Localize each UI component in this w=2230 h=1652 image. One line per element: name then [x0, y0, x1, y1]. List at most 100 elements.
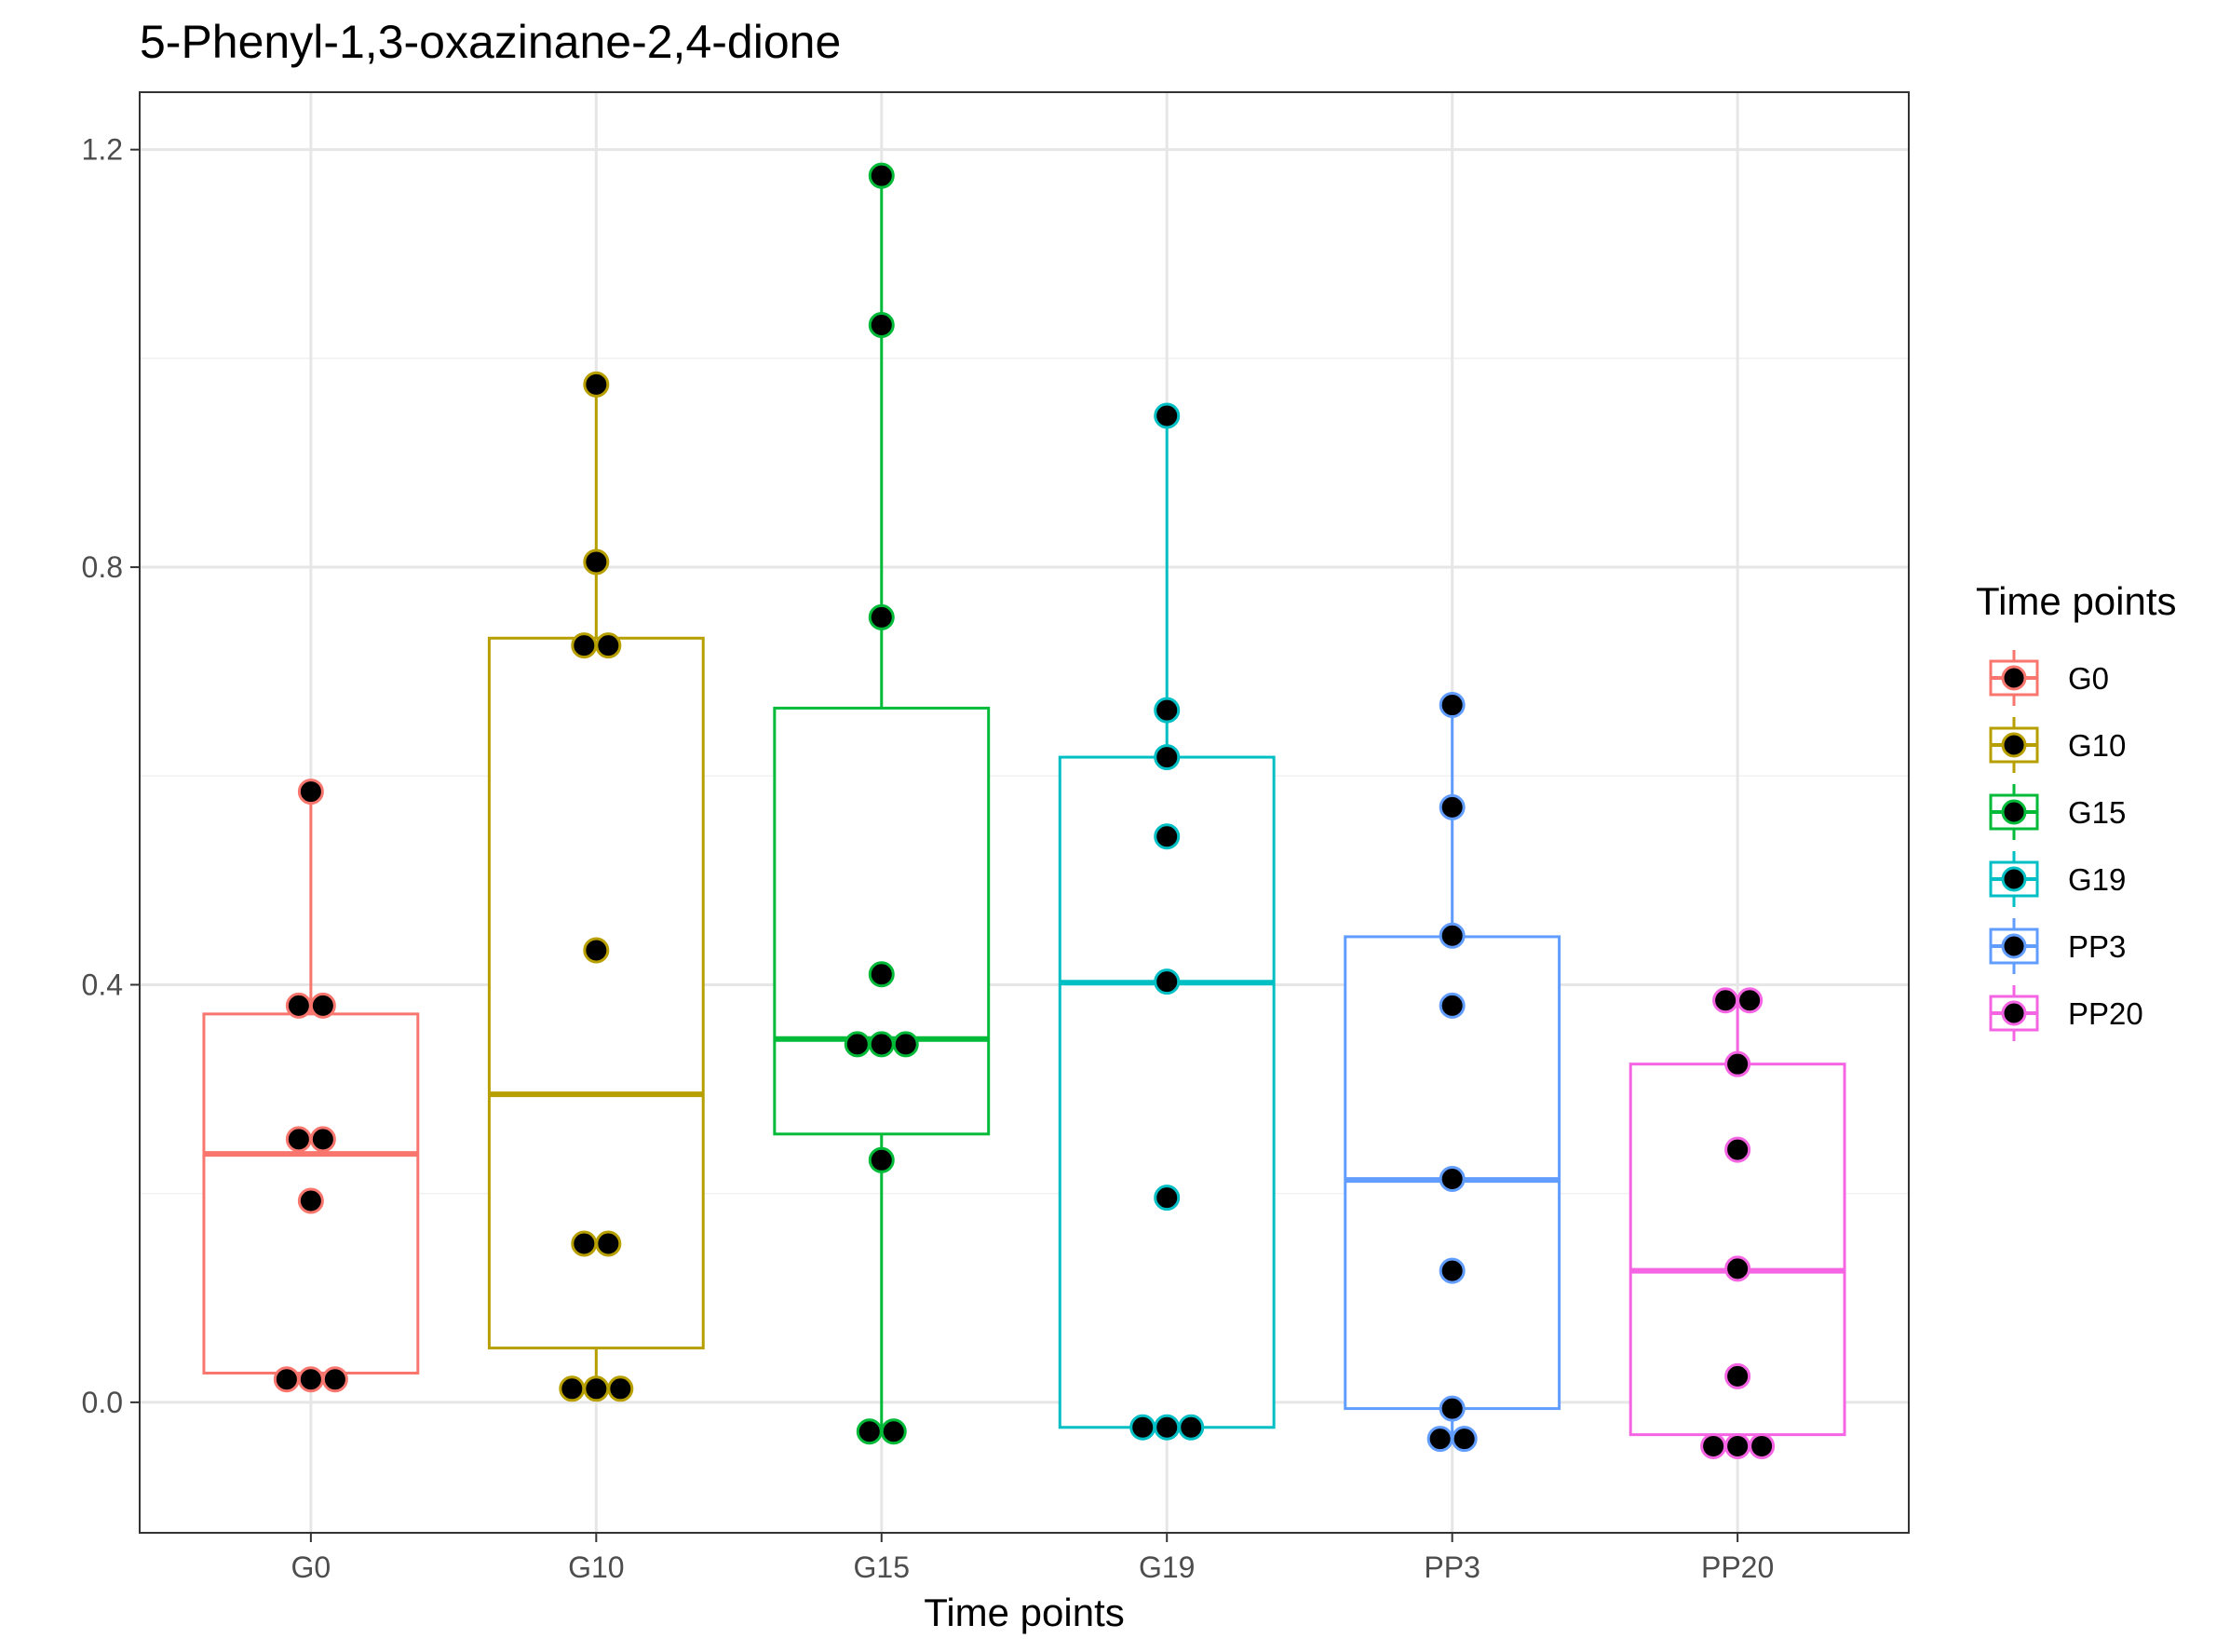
data-point	[1439, 1165, 1466, 1192]
data-point	[868, 961, 895, 988]
data-point	[309, 992, 336, 1019]
legend-label: G15	[2068, 795, 2126, 830]
legend-point	[2001, 665, 2027, 691]
x-axis-title: Time points	[924, 1591, 1125, 1634]
data-point	[559, 1375, 586, 1402]
data-point	[1178, 1414, 1205, 1441]
data-point	[583, 371, 610, 398]
box-G19	[1058, 415, 1276, 1429]
data-point	[1749, 1432, 1776, 1459]
data-point	[583, 548, 610, 575]
legend-label: PP3	[2068, 929, 2126, 964]
legend-label: G19	[2068, 862, 2126, 897]
data-point	[583, 1375, 610, 1402]
y-tick-label: 0.8	[82, 550, 123, 584]
data-point	[297, 1187, 324, 1214]
data-point	[1439, 992, 1466, 1019]
legend-title: Time points	[1976, 579, 2177, 623]
data-point	[1724, 1432, 1751, 1459]
box-iqr	[487, 636, 705, 1350]
legend-point	[2001, 866, 2027, 892]
data-point	[1439, 793, 1466, 820]
data-point	[868, 603, 895, 630]
data-point	[297, 1366, 324, 1393]
data-point	[1426, 1426, 1453, 1453]
y-tick-label: 0.4	[82, 968, 123, 1001]
data-point	[868, 311, 895, 338]
data-point	[595, 632, 622, 659]
data-point	[583, 937, 610, 964]
data-point	[1439, 922, 1466, 949]
box-iqr	[773, 706, 991, 1136]
legend-key-G15: G15	[1989, 784, 2126, 840]
legend-key-G10: G10	[1989, 717, 2126, 773]
y-tick-label: 0.0	[82, 1386, 123, 1419]
data-point	[1154, 697, 1181, 724]
data-point	[1154, 1414, 1181, 1441]
data-point	[844, 1031, 871, 1058]
legend-key-PP20: PP20	[1989, 985, 2143, 1041]
chart-title: 5-Phenyl-1,3-oxazinane-2,4-dione	[140, 16, 841, 68]
legend-key-G0: G0	[1989, 650, 2109, 706]
legend: Time points G0 G10 G15 G19 PP3 PP20	[1976, 579, 2177, 1041]
data-point	[1129, 1414, 1156, 1441]
data-point	[321, 1366, 348, 1393]
plot-panel-border	[139, 91, 1910, 1534]
data-point	[595, 1230, 622, 1257]
x-tick-label: G0	[291, 1550, 331, 1584]
data-point	[571, 1230, 598, 1257]
axis-layer: 0.0 0.4 0.8 1.2 G0 G10 G15 G19 PP3 PP20	[82, 133, 1775, 1584]
data-point	[297, 779, 324, 806]
data-point	[1724, 1136, 1751, 1163]
data-point	[868, 162, 895, 189]
x-tick-label: PP20	[1701, 1550, 1774, 1584]
x-tick-label: PP3	[1424, 1550, 1480, 1584]
data-point	[1724, 1255, 1751, 1282]
data-point	[285, 1126, 312, 1153]
box-G15	[773, 175, 991, 1432]
point-layer	[273, 162, 1776, 1459]
data-point	[868, 1031, 895, 1058]
box-layer	[202, 175, 1846, 1446]
data-point	[309, 1126, 336, 1153]
data-point	[1154, 968, 1181, 995]
data-point	[856, 1418, 883, 1445]
legend-point	[2001, 933, 2027, 959]
legend-label: G0	[2068, 661, 2109, 696]
data-point	[273, 1366, 300, 1393]
legend-key-PP3: PP3	[1989, 918, 2126, 974]
legend-label: PP20	[2068, 996, 2143, 1031]
x-tick-label: G15	[854, 1550, 910, 1584]
data-point	[1439, 1257, 1466, 1284]
data-point	[1154, 1185, 1181, 1212]
data-point	[1724, 1362, 1751, 1389]
legend-label: G10	[2068, 728, 2126, 763]
legend-key-G19: G19	[1989, 851, 2126, 907]
data-point	[1439, 1395, 1466, 1422]
data-point	[1712, 987, 1739, 1014]
data-point	[880, 1418, 907, 1445]
data-point	[1439, 692, 1466, 719]
data-point	[1700, 1432, 1727, 1459]
data-point	[1154, 823, 1181, 850]
x-tick-label: G10	[568, 1550, 624, 1584]
x-tick-label: G19	[1139, 1550, 1195, 1584]
data-point	[1724, 1050, 1751, 1077]
data-point	[607, 1375, 634, 1402]
data-point	[1154, 402, 1181, 429]
data-point	[285, 992, 312, 1019]
box-iqr	[1058, 755, 1276, 1429]
y-tick-label: 1.2	[82, 133, 123, 167]
box-G10	[487, 384, 705, 1389]
data-point	[1737, 987, 1764, 1014]
data-point	[868, 1146, 895, 1173]
data-point	[892, 1031, 919, 1058]
plot-background	[140, 92, 1909, 1533]
legend-point	[2001, 1000, 2027, 1026]
data-point	[1451, 1426, 1478, 1453]
data-point	[571, 632, 598, 659]
legend-point	[2001, 732, 2027, 758]
data-point	[1154, 744, 1181, 771]
legend-point	[2001, 799, 2027, 825]
